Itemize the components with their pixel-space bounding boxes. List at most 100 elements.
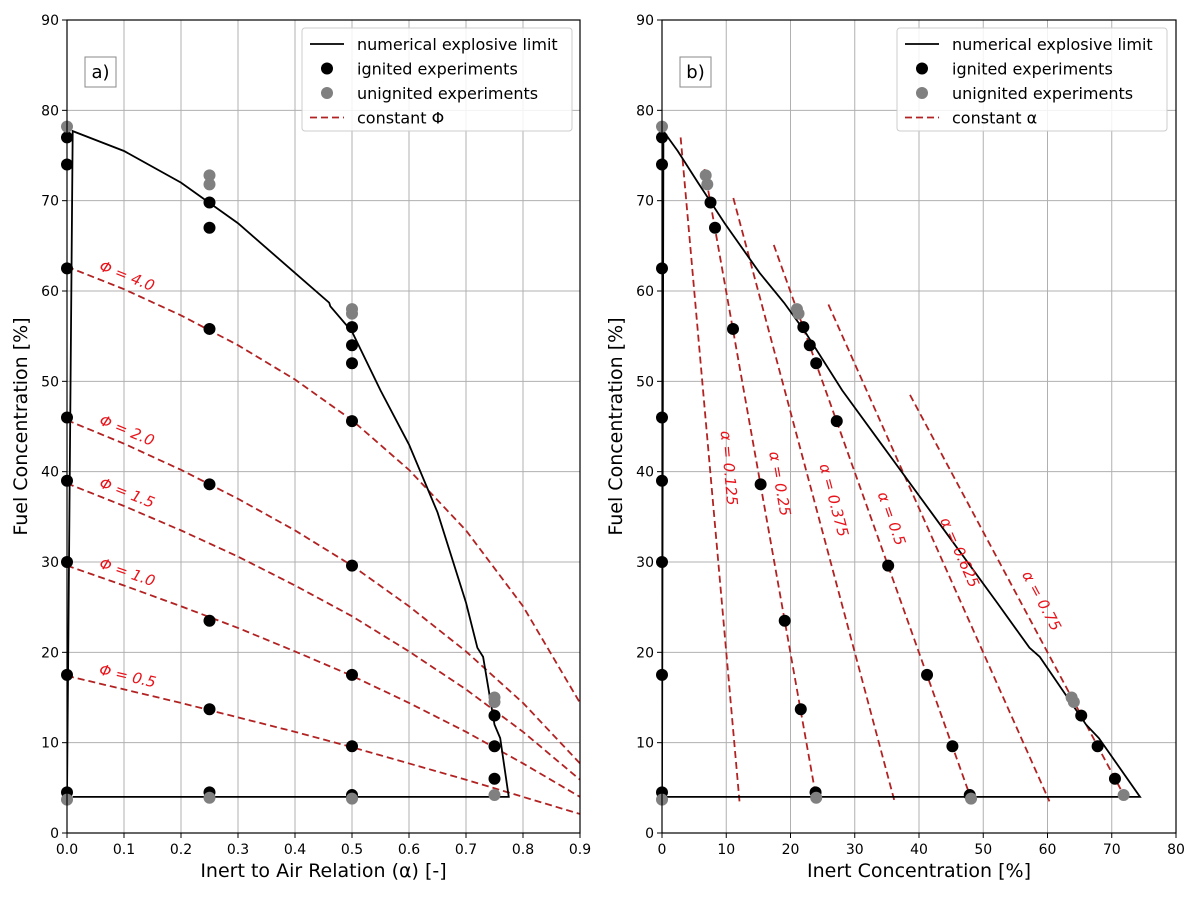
x-tick-label: 70 — [1103, 842, 1121, 858]
legend-entry: constant α — [952, 109, 1037, 128]
y-tick-label: 10 — [41, 736, 59, 752]
ignited-point — [921, 668, 934, 681]
legend-entry: unignited experiments — [357, 84, 538, 103]
y-axis-label: Fuel Concentration [%] — [10, 317, 32, 535]
ignited-point — [810, 357, 823, 370]
x-tick-label: 20 — [782, 842, 800, 858]
constant-line — [827, 304, 1051, 802]
panel-label-box — [84, 56, 117, 88]
x-tick-label: 80 — [1167, 842, 1185, 858]
constant-phi-label: Φ = 4.0 — [97, 257, 157, 295]
unignited-point — [346, 792, 358, 805]
y-tick-label: 40 — [41, 465, 59, 481]
y-tick-label: 80 — [41, 103, 59, 119]
panel-label-box — [679, 56, 712, 88]
plot-content — [67, 129, 580, 815]
legend-unignited-swatch — [916, 87, 928, 99]
y-tick-label: 30 — [41, 555, 59, 571]
unignited-point — [203, 169, 216, 182]
y-tick-label: 10 — [636, 736, 654, 752]
y-tick-label: 80 — [636, 103, 654, 119]
constant-alpha-label: α = 0.75 — [1018, 568, 1065, 634]
panel-label: a) — [91, 62, 109, 83]
ignited-point — [704, 196, 717, 209]
y-tick-label: 70 — [41, 194, 59, 210]
y-tick-label: 0 — [645, 826, 654, 842]
x-tick-label: 0.0 — [56, 842, 78, 858]
unignited-point — [488, 696, 501, 709]
legend-entry: numerical explosive limit — [357, 35, 558, 54]
ignited-point — [882, 559, 895, 572]
unignited-point — [699, 169, 712, 182]
ignited-point — [1091, 740, 1104, 753]
ignited-point — [346, 559, 358, 572]
ignited-point — [203, 196, 216, 209]
x-axis-label: Inert Concentration [%] — [807, 860, 1031, 882]
legend-entry: numerical explosive limit — [952, 35, 1153, 54]
ignited-point — [203, 478, 216, 491]
ignited-point — [203, 614, 216, 627]
y-tick-label: 40 — [636, 465, 654, 481]
ignited-point — [726, 322, 739, 335]
ignited-point — [1075, 709, 1088, 722]
axes-frame — [66, 19, 581, 834]
unignited-point — [203, 791, 216, 804]
constant-phi-label: Φ = 1.0 — [97, 554, 157, 590]
unignited-point — [810, 791, 823, 804]
constant-line — [67, 674, 580, 815]
unignited-point — [1117, 789, 1130, 802]
ignited-point — [203, 221, 216, 234]
x-tick-label: 0.3 — [227, 842, 249, 858]
x-tick-label: 40 — [910, 842, 928, 858]
x-tick-label: 0.8 — [512, 842, 534, 858]
x-tick-label: 10 — [717, 842, 735, 858]
unignited-point — [965, 792, 978, 805]
constant-line — [732, 197, 896, 802]
ignited-point — [797, 321, 810, 334]
constant-alpha-label: α = 0.125 — [717, 430, 742, 506]
unignited-point — [1067, 696, 1080, 709]
legend-box — [896, 27, 1168, 132]
constant-phi-label: Φ = 0.5 — [97, 661, 157, 692]
constant-phi-label: Φ = 1.5 — [97, 474, 157, 512]
data-points — [656, 120, 1130, 806]
legend-entry: constant Φ — [357, 109, 444, 128]
x-tick-label: 60 — [1039, 842, 1057, 858]
constant-alpha-label: α = 0.625 — [936, 515, 983, 591]
legend-entry: ignited experiments — [357, 60, 518, 79]
ignited-point — [488, 709, 501, 722]
x-tick-label: 0.7 — [455, 842, 477, 858]
unignited-point — [346, 307, 358, 320]
ignited-point — [346, 339, 358, 352]
ignited-point — [946, 740, 959, 753]
ignited-point — [488, 772, 501, 785]
x-tick-label: 0.6 — [398, 842, 420, 858]
ignited-point — [803, 339, 816, 352]
y-tick-label: 70 — [636, 194, 654, 210]
ignited-point — [346, 668, 358, 681]
ignited-point — [794, 703, 807, 716]
x-tick-label: 0.2 — [170, 842, 192, 858]
y-tick-label: 0 — [50, 826, 59, 842]
ignited-point — [346, 321, 358, 334]
ignited-point — [488, 740, 501, 753]
x-tick-label: 0.1 — [113, 842, 135, 858]
y-tick-label: 60 — [636, 284, 654, 300]
ignited-point — [1108, 772, 1121, 785]
x-tick-label: 0.9 — [569, 842, 591, 858]
constant-line — [67, 482, 580, 781]
ignited-point — [203, 322, 216, 335]
unignited-point — [203, 178, 216, 191]
data-points — [61, 120, 501, 806]
y-tick-label: 20 — [636, 645, 654, 661]
x-tick-label: 0 — [658, 842, 667, 858]
x-tick-label: 30 — [846, 842, 864, 858]
explosive-limit-line — [67, 129, 510, 798]
y-tick-label: 20 — [41, 645, 59, 661]
constant-line — [909, 394, 1128, 802]
panel-label: b) — [686, 62, 704, 83]
x-axis-label: Inert to Air Relation (α) [-] — [200, 860, 446, 882]
y-tick-label: 50 — [636, 374, 654, 390]
panel-a: 0.0 0.1 0.2 0.3 0.4 0.5 0.6 0.7 0.8 0.9 0 10 20 30 40 5… — [10, 13, 591, 882]
axes-frame — [661, 19, 1177, 834]
